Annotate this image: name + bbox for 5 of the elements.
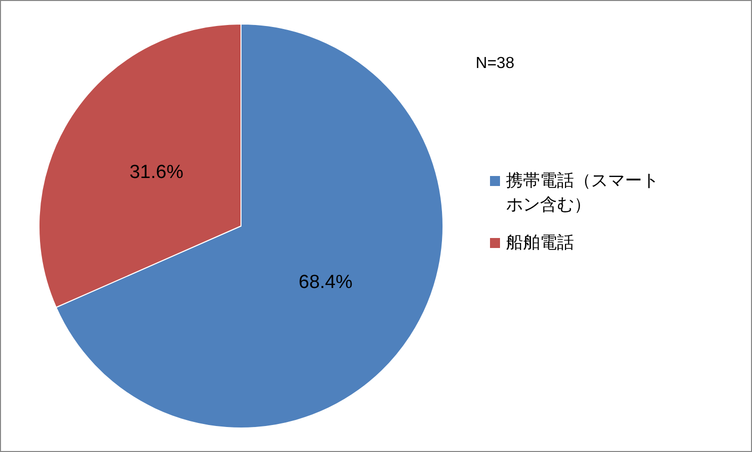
text: N=38 <box>476 55 514 72</box>
legend-label: 携帯電話（スマートホン含む） <box>506 171 659 214</box>
data-label: 31.6% <box>129 162 184 183</box>
data-label: 68.4% <box>298 272 353 294</box>
legend-label: 船舶電話 <box>506 233 574 252</box>
